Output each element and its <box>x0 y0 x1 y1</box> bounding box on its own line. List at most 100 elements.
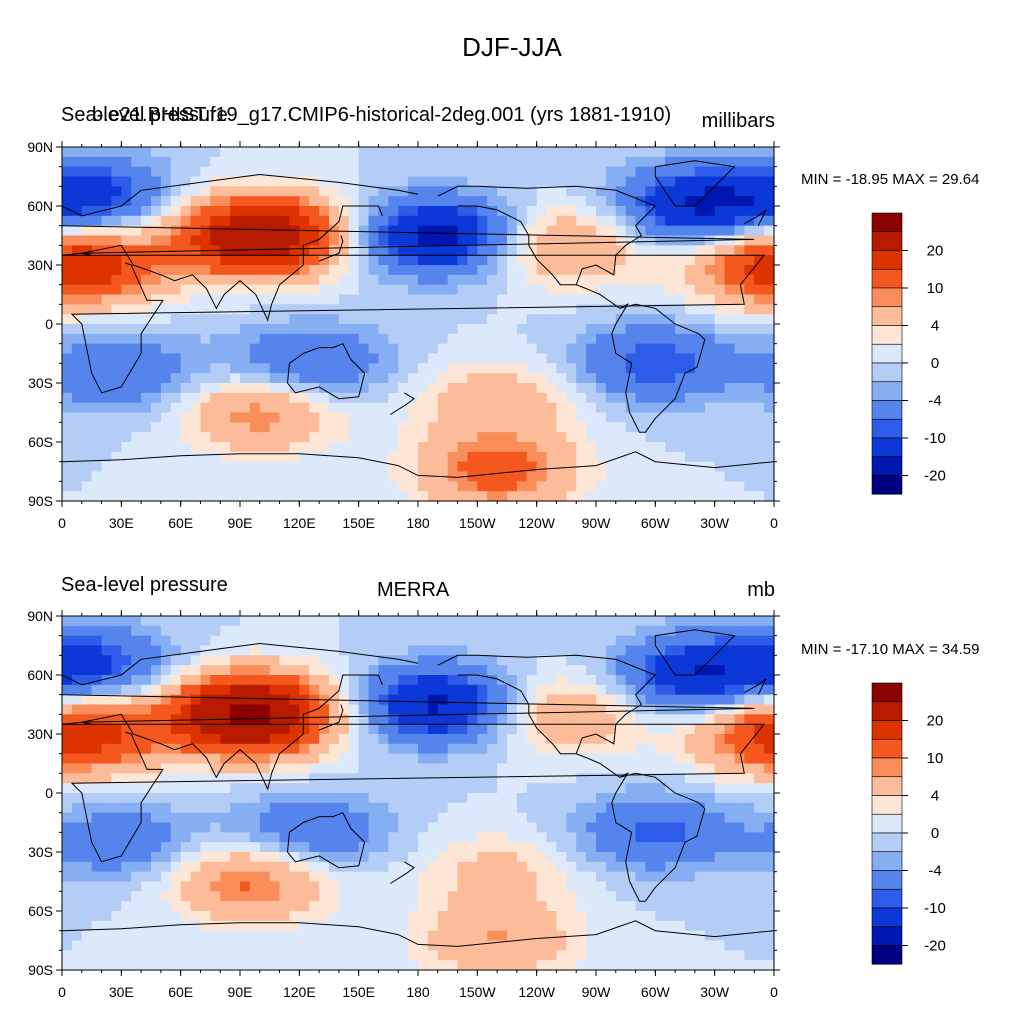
field-cell <box>704 176 716 187</box>
field-cell <box>447 147 459 158</box>
field-cell <box>457 802 469 814</box>
field-cell <box>704 196 716 207</box>
field-cell <box>111 451 122 463</box>
field-cell <box>348 353 360 364</box>
field-cell <box>398 245 409 256</box>
field-cell <box>724 753 736 765</box>
field-cell <box>338 147 350 158</box>
field-cell <box>615 225 627 237</box>
field-cell <box>190 724 202 735</box>
field-cell <box>160 763 172 774</box>
field-cell <box>329 714 340 725</box>
field-cell <box>240 714 251 725</box>
field-cell <box>309 166 320 178</box>
field-cell <box>457 491 469 502</box>
field-cell <box>101 294 113 305</box>
field-cell <box>764 852 775 863</box>
field-cell <box>744 763 755 774</box>
field-cell <box>121 675 132 686</box>
field-cell <box>358 196 370 207</box>
field-cell <box>437 753 449 765</box>
field-cell <box>338 714 350 725</box>
field-cell <box>418 255 429 266</box>
field-cell <box>576 881 587 892</box>
field-cell <box>724 156 736 168</box>
field-cell <box>269 186 281 197</box>
field-cell <box>338 842 350 853</box>
field-cell <box>625 333 637 345</box>
field-cell <box>190 324 202 335</box>
field-cell <box>685 284 696 296</box>
field-cell <box>249 333 261 345</box>
field-cell <box>131 491 142 502</box>
field-cell <box>447 655 459 666</box>
field-cell <box>724 363 736 374</box>
field-cell <box>151 392 162 404</box>
field-cell <box>566 186 577 197</box>
field-cell <box>160 645 172 656</box>
field-cell <box>101 304 113 315</box>
field-cell <box>447 225 459 237</box>
field-cell <box>408 363 419 374</box>
field-cell <box>536 284 548 296</box>
field-cell <box>734 383 745 394</box>
field-cell <box>427 265 439 276</box>
field-cell <box>259 147 271 158</box>
field-cell <box>338 442 350 453</box>
coastline <box>318 235 344 262</box>
field-cell <box>378 333 389 345</box>
field-cell <box>507 373 518 384</box>
field-cell <box>605 694 617 706</box>
field-cell <box>655 284 666 296</box>
field-cell <box>675 166 686 178</box>
field-cell <box>329 353 340 364</box>
field-cell <box>507 422 518 433</box>
field-cell <box>279 206 291 217</box>
field-cell <box>645 832 656 843</box>
field-cell <box>71 743 83 755</box>
field-cell <box>230 274 241 286</box>
field-cell <box>576 901 587 912</box>
field-cell <box>586 156 597 168</box>
field-cell <box>378 881 389 892</box>
field-cell <box>605 625 617 637</box>
field-cell <box>348 333 360 345</box>
field-cell <box>240 353 251 364</box>
field-cell <box>62 852 73 863</box>
field-cell <box>704 215 716 227</box>
field-cell <box>675 442 686 453</box>
field-cell <box>378 206 389 217</box>
field-cell <box>447 333 459 345</box>
field-cell <box>576 206 587 217</box>
field-cell <box>299 215 310 227</box>
field-cell <box>170 852 182 863</box>
field-cell <box>605 704 617 715</box>
field-cell <box>546 442 558 453</box>
field-cell <box>645 773 656 784</box>
field-cell <box>704 422 716 433</box>
field-cell <box>576 675 587 686</box>
field-cell <box>151 734 162 745</box>
field-cell <box>101 675 113 686</box>
field-cell <box>71 196 83 207</box>
field-cell <box>457 383 469 394</box>
field-cell <box>151 235 162 246</box>
field-cell <box>220 694 231 706</box>
field-cell <box>289 225 300 237</box>
field-cell <box>398 861 409 873</box>
field-cell <box>101 773 113 784</box>
field-cell <box>586 255 597 266</box>
field-cell <box>180 753 192 765</box>
field-cell <box>388 802 399 814</box>
field-cell <box>675 861 686 873</box>
field-cell <box>457 734 469 745</box>
field-cell <box>487 392 498 404</box>
field-cell <box>62 215 73 227</box>
field-cell <box>279 724 291 735</box>
field-cell <box>190 881 202 892</box>
field-cell <box>141 392 152 404</box>
field-cell <box>408 901 419 912</box>
field-cell <box>170 206 182 217</box>
field-cell <box>289 392 300 404</box>
field-cell <box>368 451 380 463</box>
